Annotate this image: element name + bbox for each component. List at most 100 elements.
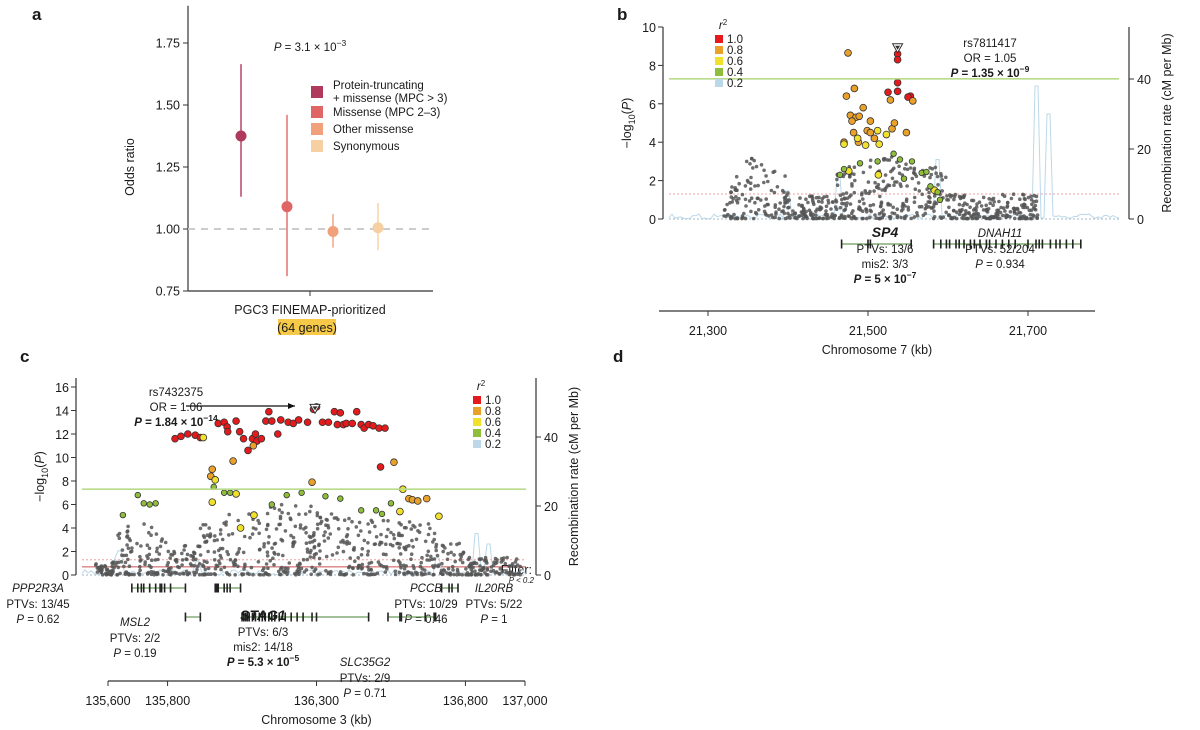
snp-point xyxy=(889,169,893,174)
snp-point xyxy=(235,552,239,556)
snp-point xyxy=(155,546,159,551)
snp-point xyxy=(111,569,115,574)
snp-point xyxy=(939,171,943,176)
snp-point xyxy=(138,554,142,559)
snp-point xyxy=(182,548,186,552)
exon xyxy=(948,239,951,249)
snp-point xyxy=(814,213,818,217)
snp-point xyxy=(427,571,431,576)
snp-point xyxy=(313,567,318,571)
snp-point xyxy=(170,553,175,557)
panel-label-c: c xyxy=(20,347,29,366)
snp-point xyxy=(929,172,934,177)
exon xyxy=(434,612,437,622)
snp-point xyxy=(859,192,864,197)
snp-point xyxy=(389,530,393,535)
snp-point-r2 xyxy=(265,407,273,416)
snp-point-r2 xyxy=(840,165,848,173)
snp-point xyxy=(464,567,468,571)
snp-point xyxy=(187,571,192,575)
snp-point xyxy=(250,532,255,536)
gene-p-value: P = 5.3 × 10−5 xyxy=(227,653,300,669)
exon xyxy=(1008,239,1010,249)
snp-point xyxy=(906,208,911,212)
gene-name: PCCB xyxy=(410,583,442,595)
snp-point xyxy=(746,180,750,184)
snp-point xyxy=(829,207,833,211)
snp-point-r2 xyxy=(842,92,851,100)
snp-point xyxy=(897,164,901,169)
snp-point-r2 xyxy=(229,457,237,465)
snp-point xyxy=(212,572,217,576)
snp-point xyxy=(915,211,919,215)
snp-point xyxy=(923,206,928,211)
snp-point xyxy=(338,572,342,577)
snp-point xyxy=(182,544,187,548)
legend-swatch xyxy=(715,79,723,87)
exon xyxy=(440,583,443,593)
snp-point xyxy=(251,572,255,577)
exon xyxy=(223,583,225,593)
snp-point xyxy=(345,539,350,544)
snp-point xyxy=(489,569,493,574)
snp-point xyxy=(120,553,124,557)
snp-point xyxy=(256,518,260,523)
snp-point xyxy=(225,570,229,575)
snp-point xyxy=(928,196,932,200)
snp-point xyxy=(286,511,291,516)
snp-point xyxy=(236,518,240,523)
snp-point xyxy=(875,185,879,190)
snp-point xyxy=(806,200,810,205)
y-tick-label: 0.75 xyxy=(156,285,180,299)
snp-point xyxy=(958,196,963,201)
snp-point xyxy=(483,571,487,575)
snp-point-r2 xyxy=(140,500,147,507)
snp-point xyxy=(966,216,970,221)
snp-point xyxy=(309,504,313,509)
snp-point xyxy=(901,207,905,211)
snp-point xyxy=(991,203,995,207)
snp-point xyxy=(135,541,139,546)
snp-point xyxy=(1028,216,1033,221)
snp-point xyxy=(722,214,726,218)
snp-point-r2 xyxy=(874,171,883,179)
exon xyxy=(1072,239,1074,249)
y-title-p: P xyxy=(620,101,634,110)
snp-point-r2 xyxy=(232,490,240,498)
snp-point xyxy=(881,208,885,212)
snp-point xyxy=(452,553,456,557)
snp-point xyxy=(277,508,282,512)
snp-point xyxy=(180,551,184,556)
y2-tick-label: 40 xyxy=(1137,73,1151,87)
snp-point xyxy=(216,548,221,553)
snp-point xyxy=(271,556,275,561)
snp-point xyxy=(839,197,844,202)
snp-point xyxy=(878,194,882,199)
exon xyxy=(940,239,942,249)
snp-point xyxy=(814,195,819,200)
snp-point xyxy=(103,564,107,568)
gene-info: PTVs: 10/29 xyxy=(394,599,457,611)
exon xyxy=(226,583,228,593)
snp-point xyxy=(367,568,371,572)
snp-point xyxy=(473,569,477,573)
snp-point xyxy=(237,547,242,551)
snp-point xyxy=(764,174,768,178)
snp-point xyxy=(730,200,734,204)
gene-p-value: P = 0.934 xyxy=(975,259,1025,271)
p-value-text: = 1 xyxy=(488,614,508,626)
snp-point xyxy=(838,193,843,197)
p-value-text: = 0.46 xyxy=(412,614,448,626)
snp-point xyxy=(180,558,185,562)
snp-point xyxy=(147,530,151,535)
snp-point xyxy=(268,558,273,563)
snp-point xyxy=(155,549,159,554)
exon xyxy=(248,612,250,622)
snp-point xyxy=(277,572,282,577)
snp-point xyxy=(891,205,895,210)
snp-point-r2 xyxy=(244,446,252,455)
snp-point xyxy=(116,565,121,570)
snp-point xyxy=(753,210,758,215)
snp-point-r2 xyxy=(249,441,258,450)
snp-point xyxy=(326,526,331,530)
